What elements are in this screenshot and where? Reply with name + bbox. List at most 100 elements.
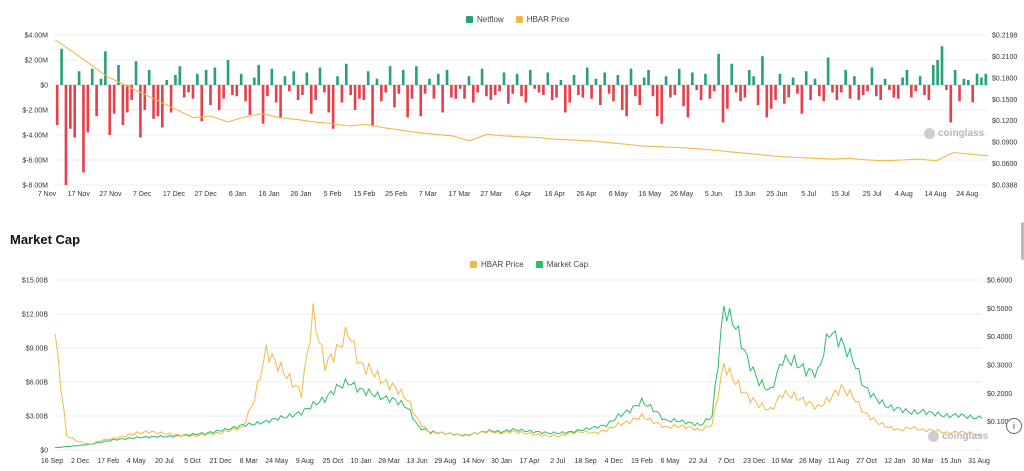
netflow-bar — [888, 85, 891, 90]
netflow-bar — [787, 85, 791, 98]
x-tick-label: 5 Jun — [705, 191, 722, 198]
legend-item-netflow[interactable]: Netflow — [466, 15, 504, 24]
x-tick-label: 17 Apr — [519, 458, 540, 465]
legend-item-hbar-price-2[interactable]: HBAR Price — [470, 260, 524, 269]
netflow-bar — [125, 85, 129, 113]
netflow-bar — [169, 85, 173, 113]
netflow-bar — [712, 85, 716, 92]
y-left-tick-label: $-4.00M — [22, 133, 48, 140]
netflow-bar — [196, 73, 199, 85]
netflow-bar — [226, 60, 230, 85]
netflow-bar — [104, 51, 107, 85]
netflow-bar — [161, 85, 164, 128]
netflow-bar — [375, 78, 379, 85]
netflow-bar — [77, 71, 81, 85]
y-left-tick-label: $2.00M — [25, 58, 49, 65]
x-tick-label: 17 Nov — [68, 191, 91, 198]
x-tick-label: 5 Jul — [801, 191, 816, 198]
netflow-bar — [853, 76, 856, 85]
x-tick-label: 4 Aug — [895, 191, 913, 198]
netflow-bar — [874, 85, 878, 97]
netflow-bar — [454, 85, 458, 99]
netflow-bar — [463, 85, 466, 99]
x-tick-label: 15 Jul — [831, 191, 850, 198]
watermark-2: coinglass — [928, 431, 988, 442]
legend-item-hbar-price[interactable]: HBAR Price — [515, 15, 569, 24]
x-tick-label: 7 Mar — [419, 191, 438, 198]
netflow-bar — [831, 85, 834, 93]
netflow-bar — [848, 85, 852, 99]
netflow-bar — [371, 85, 374, 127]
netflow-bar — [839, 85, 843, 93]
x-tick-label: 30 Jan — [491, 458, 512, 465]
netflow-bar — [380, 85, 383, 102]
netflow-bar — [708, 85, 712, 99]
netflow-bar — [590, 85, 593, 99]
scrollbar-handle[interactable] — [1021, 222, 1024, 260]
x-tick-label: 14 Aug — [925, 191, 947, 198]
netflow-bar — [485, 85, 488, 97]
netflow-bar — [69, 85, 72, 129]
netflow-bar — [450, 85, 453, 98]
netflow-bar — [949, 85, 953, 123]
legend-item-market-cap[interactable]: Market Cap — [535, 260, 588, 269]
netflow-bar — [804, 71, 808, 85]
market-cap-swatch — [535, 261, 543, 268]
y-left-tick-label: $3.00B — [26, 414, 49, 421]
netflow-bar — [743, 85, 747, 98]
netflow-bar — [524, 85, 528, 103]
netflow-bar — [222, 85, 225, 99]
y-left-tick-label: $4.00M — [25, 33, 49, 40]
netflow-bar — [323, 85, 326, 93]
x-tick-label: 16 Apr — [545, 191, 566, 198]
x-tick-label: 17 Dec — [163, 191, 186, 198]
netflow-bar — [515, 73, 519, 85]
netflow-bar — [244, 85, 247, 102]
netflow-bar — [528, 70, 532, 85]
x-tick-label: 25 Jul — [863, 191, 882, 198]
x-tick-label: 22 Jul — [689, 458, 708, 465]
netflow-bar — [958, 85, 961, 102]
x-tick-label: 6 May — [660, 458, 680, 465]
market-cap-chart-svg: $15.00B $12.00B $9.00B $6.00B $3.00B $0 $0.600… — [22, 278, 1013, 466]
netflow-bar — [682, 85, 685, 107]
netflow-bar — [940, 46, 944, 85]
info-button[interactable]: i — [1006, 418, 1022, 434]
market-cap-legend: HBAR Price Market Cap — [470, 260, 588, 269]
netflow-bar — [397, 85, 401, 94]
x-tick-label: 18 Sep — [575, 458, 597, 465]
y-right-tick-label: $0.1200 — [992, 118, 1017, 125]
x-tick-label: 27 Dec — [195, 191, 218, 198]
netflow-bar — [73, 85, 77, 138]
netflow-bar — [844, 70, 847, 85]
y-right-tick-label: $0.0388 — [992, 183, 1017, 190]
netflow-bar — [655, 85, 659, 117]
x-tick-label: 6 May — [609, 191, 629, 198]
netflow-bar — [419, 85, 423, 117]
x-tick-label: 27 Mar — [480, 191, 502, 198]
netflow-bar — [279, 85, 282, 118]
x-tick-label: 23 Dec — [743, 458, 766, 465]
netflow-bar — [252, 77, 256, 85]
netflow-bar — [301, 85, 304, 95]
netflow-bar — [927, 85, 931, 100]
netflow-bar — [752, 76, 755, 85]
netflow-bar — [647, 70, 650, 85]
x-tick-label: 7 Nov — [38, 191, 57, 198]
netflow-bar — [585, 67, 589, 85]
netflow-bar — [436, 73, 440, 85]
x-tick-label: 17 Feb — [97, 458, 119, 465]
netflow-bar — [568, 85, 571, 103]
netflow-bar — [318, 67, 322, 85]
netflow-bar — [296, 85, 300, 100]
netflow-bar — [642, 77, 646, 85]
netflow-bar — [472, 85, 475, 103]
x-tick-label: 20 Jul — [155, 458, 174, 465]
netflow-bar — [809, 85, 812, 100]
x-tick-label: 15 Jun — [940, 458, 961, 465]
netflow-bar — [502, 72, 506, 85]
netflow-bar — [822, 85, 826, 102]
x-tick-label: 26 Jan — [290, 191, 311, 198]
netflow-bar — [401, 70, 405, 85]
netflow-bar — [800, 85, 804, 114]
